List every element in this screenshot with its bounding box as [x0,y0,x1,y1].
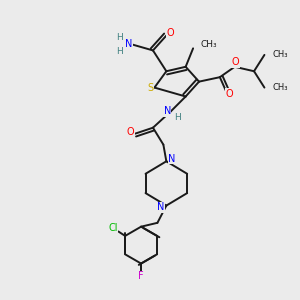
Text: S: S [147,82,153,93]
Text: CH₃: CH₃ [273,83,288,92]
Text: N: N [168,154,176,164]
Text: CH₃: CH₃ [200,40,217,49]
Text: H: H [116,46,123,56]
Text: H: H [116,33,123,42]
Text: O: O [232,57,239,67]
Text: N: N [164,106,171,116]
Text: Cl: Cl [109,224,118,233]
Text: N: N [157,202,165,212]
Text: H: H [174,113,181,122]
Text: N: N [125,39,132,49]
Text: O: O [166,28,174,38]
Text: F: F [138,271,144,281]
Text: O: O [226,88,233,98]
Text: O: O [127,127,134,137]
Text: CH₃: CH₃ [273,50,288,59]
